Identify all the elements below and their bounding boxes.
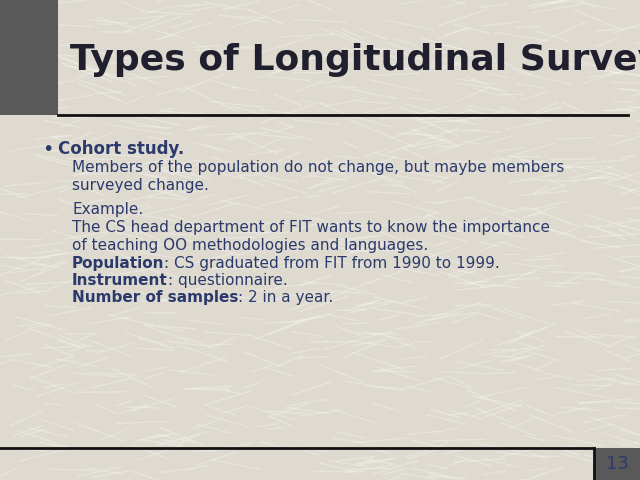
Text: •: •: [42, 140, 53, 159]
Text: Number of samples: Number of samples: [72, 290, 238, 305]
Text: Instrument: Instrument: [72, 273, 168, 288]
Text: Cohort study.: Cohort study.: [58, 140, 184, 158]
Text: Types of Longitudinal Surveys: Types of Longitudinal Surveys: [70, 43, 640, 77]
Bar: [594, 448, 640, 480]
Text: surveyed change.: surveyed change.: [72, 178, 209, 193]
Text: Example.: Example.: [72, 202, 143, 217]
Text: Members of the population do not change, but maybe members: Members of the population do not change,…: [72, 160, 564, 175]
Text: : 2 in a year.: : 2 in a year.: [238, 290, 333, 305]
Bar: [0, 0, 58, 115]
Text: of teaching OO methodologies and languages.: of teaching OO methodologies and languag…: [72, 238, 428, 253]
Text: : CS graduated from FIT from 1990 to 1999.: : CS graduated from FIT from 1990 to 199…: [164, 256, 500, 271]
Text: Population: Population: [72, 256, 164, 271]
Text: 13: 13: [605, 455, 628, 473]
Text: : questionnaire.: : questionnaire.: [168, 273, 287, 288]
Text: The CS head department of FIT wants to know the importance: The CS head department of FIT wants to k…: [72, 220, 550, 235]
